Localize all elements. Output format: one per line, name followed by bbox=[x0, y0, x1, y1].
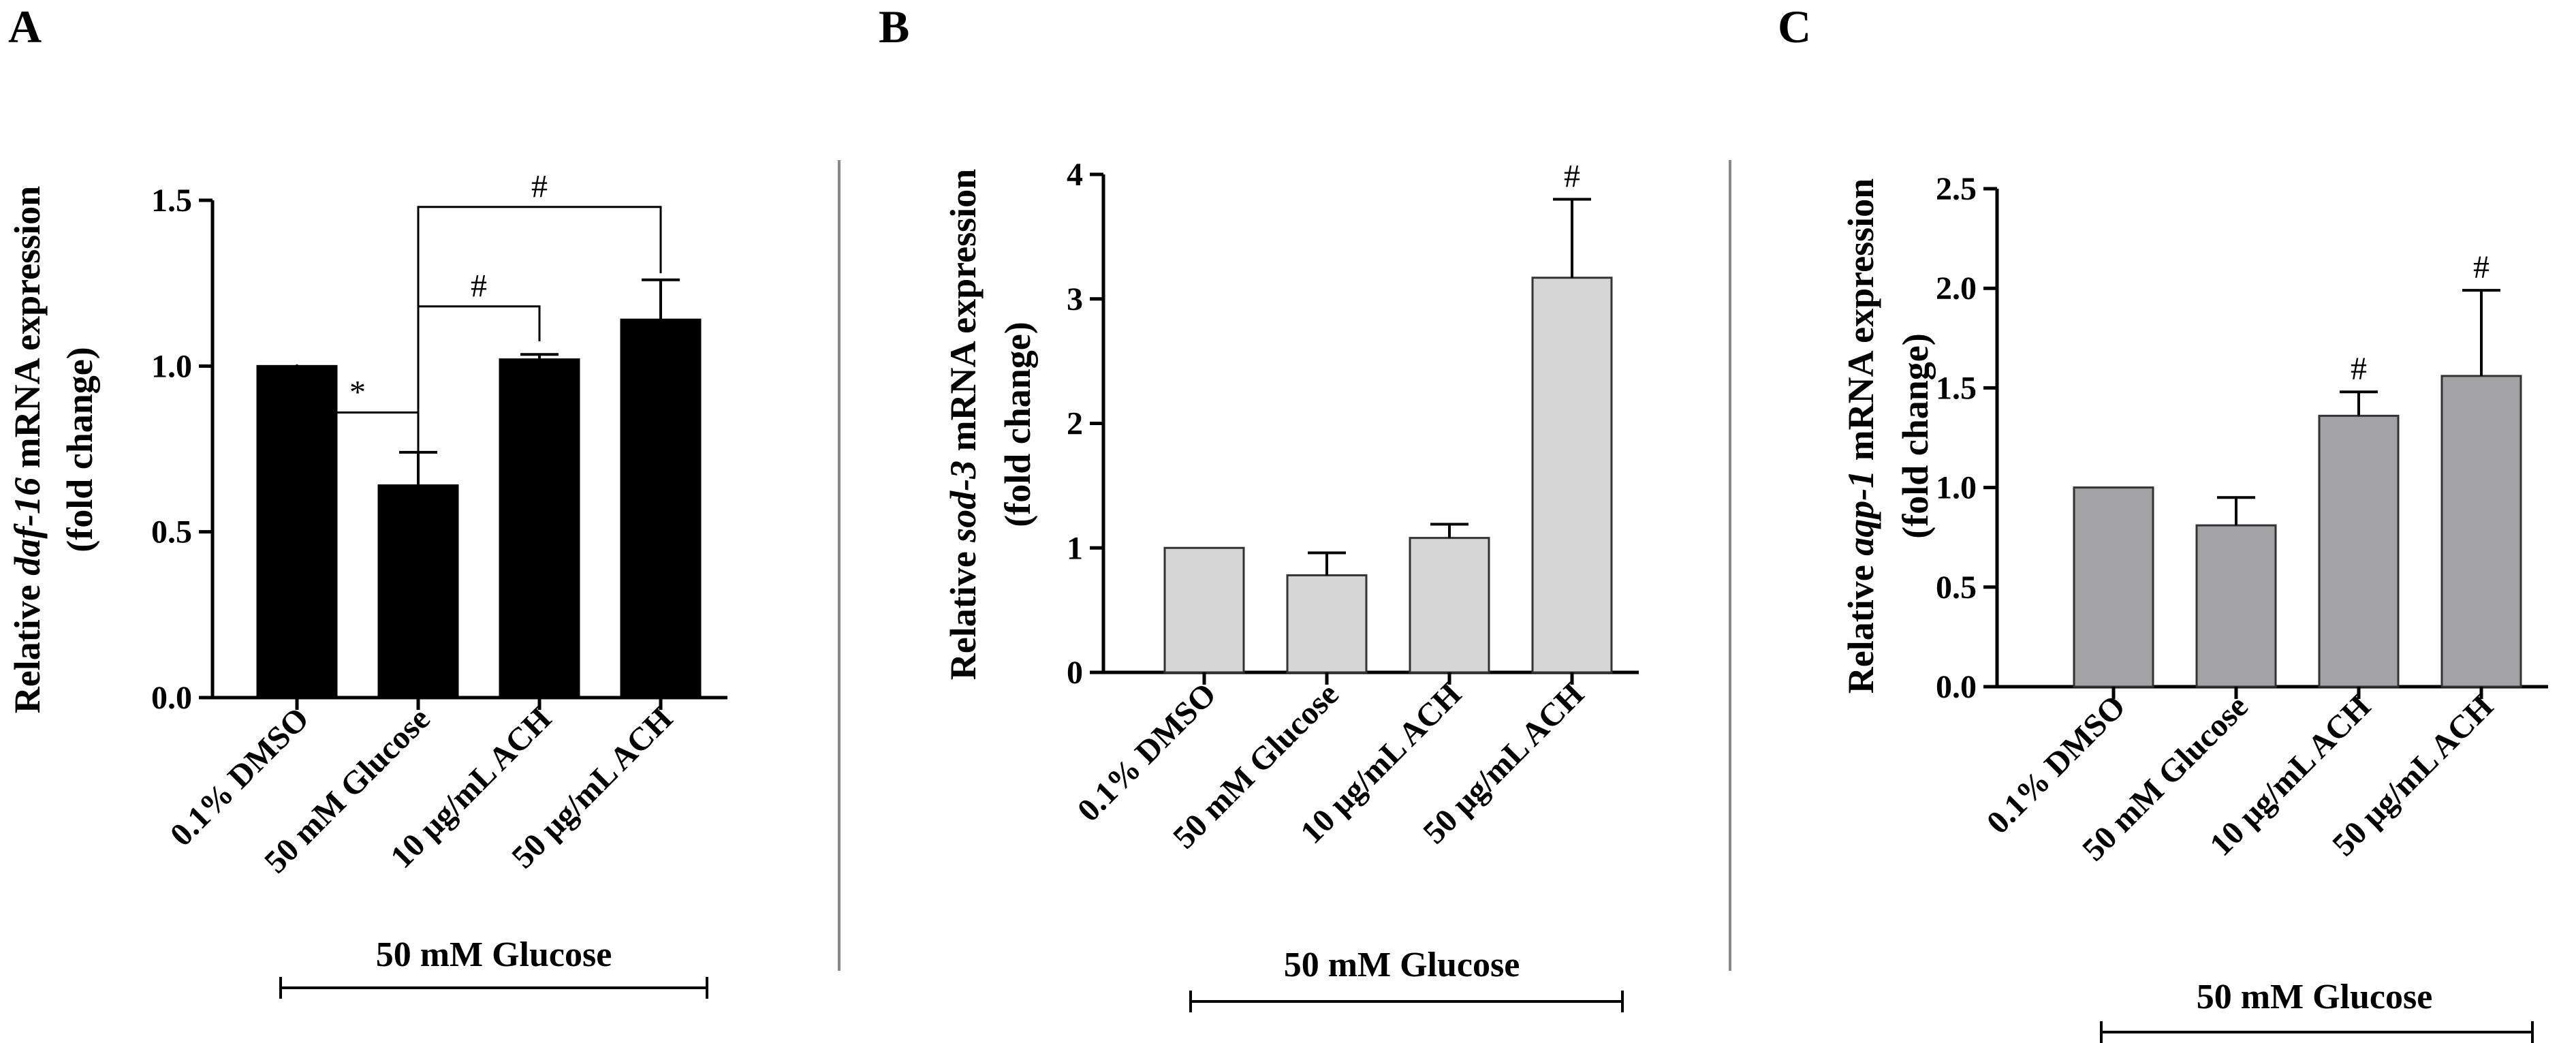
chart-b-bar bbox=[1531, 277, 1613, 674]
chart-b-y-tick-label: 2 bbox=[1067, 406, 1083, 442]
chart-b-y-axis-label-prefix: Relative bbox=[943, 542, 984, 680]
chart-b-group-label: 50 mM Glucose bbox=[1284, 946, 1520, 984]
chart-c-bar bbox=[2073, 486, 2154, 688]
chart-b-y-tick-label: 3 bbox=[1067, 281, 1083, 317]
chart-a-y-tick-label: 1.0 bbox=[151, 348, 192, 384]
chart-a-y-axis-label: Relative daf-16 mRNA expression bbox=[7, 186, 48, 713]
chart-c-y-axis-label-suffix: mRNA expression bbox=[1840, 178, 1881, 470]
chart-c-group-label: 50 mM Glucose bbox=[2197, 978, 2433, 1016]
chart-a-y-axis-label-suffix: mRNA expression bbox=[7, 186, 48, 478]
panel-label-a: A bbox=[8, 1, 42, 52]
chart-c-y-tick-label: 0.0 bbox=[1936, 669, 1977, 705]
chart-c-y-axis-label-line2: (fold change) bbox=[1895, 333, 1936, 538]
chart-b-bar bbox=[1286, 574, 1368, 674]
chart-a-y-tick-label: 0.0 bbox=[151, 680, 192, 716]
chart-a-significance-label: * bbox=[349, 374, 366, 410]
chart-a-significance-label: # bbox=[471, 268, 487, 305]
chart-a-y-tick-label: 1.5 bbox=[151, 183, 192, 219]
chart-c-bar bbox=[2318, 414, 2400, 688]
chart-c-y-tick-label: 2.0 bbox=[1936, 270, 1977, 307]
chart-b-y-tick-label: 4 bbox=[1067, 157, 1083, 193]
chart-a-y-axis-label-gene: daf-16 bbox=[7, 478, 48, 576]
chart-a-bar bbox=[620, 318, 702, 699]
chart-c-bar bbox=[2440, 375, 2522, 688]
chart-b-y-axis-label-gene: sod-3 bbox=[943, 461, 984, 543]
chart-b-y-axis-label: Relative sod-3 mRNA expression bbox=[943, 169, 984, 680]
chart-b-y-axis-label-suffix: mRNA expression bbox=[943, 169, 984, 461]
chart-a-y-tick-label: 0.5 bbox=[151, 514, 192, 550]
panel-label-b: B bbox=[879, 1, 909, 52]
chart-c-y-tick-label: 2.5 bbox=[1936, 171, 1977, 207]
chart-a-group-label: 50 mM Glucose bbox=[376, 935, 612, 974]
chart-b-y-axis-label-line2: (fold change) bbox=[997, 322, 1038, 527]
chart-c-y-axis-label-gene: aqp-1 bbox=[1840, 470, 1881, 556]
chart-a-significance-bracket bbox=[296, 364, 420, 489]
chart-c-y-axis-label: Relative aqp-1 mRNA expression bbox=[1840, 178, 1881, 694]
chart-c-significance-mark: # bbox=[2473, 249, 2489, 285]
chart-c-y-tick-label: 1.0 bbox=[1936, 470, 1977, 506]
chart-c-y-axis-label-prefix: Relative bbox=[1840, 556, 1881, 694]
chart-b-y-tick-label: 0 bbox=[1067, 655, 1083, 691]
chart-c-significance-mark: # bbox=[2351, 351, 2367, 387]
chart-a-bar bbox=[499, 358, 580, 699]
chart-c-y-tick-label: 1.5 bbox=[1936, 370, 1977, 406]
chart-b-y-tick-label: 1 bbox=[1067, 530, 1083, 566]
chart-a-significance-label: # bbox=[531, 169, 548, 205]
chart-b-significance-mark: # bbox=[1564, 159, 1580, 195]
chart-c-bar bbox=[2195, 524, 2277, 688]
chart-a-significance-bracket bbox=[417, 305, 541, 413]
chart-a-bar bbox=[256, 364, 338, 699]
chart-a-significance-bracket bbox=[417, 206, 662, 307]
panel-label-c: C bbox=[1778, 1, 1811, 52]
chart-a-y-axis-label-prefix: Relative bbox=[7, 576, 48, 713]
chart-c-y-tick-label: 0.5 bbox=[1936, 570, 1977, 606]
chart-b-bar bbox=[1163, 546, 1245, 674]
chart-a-y-axis-label-line2: (fold change) bbox=[59, 347, 100, 552]
chart-b-bar bbox=[1409, 537, 1490, 674]
chart-a-bar bbox=[377, 484, 459, 699]
